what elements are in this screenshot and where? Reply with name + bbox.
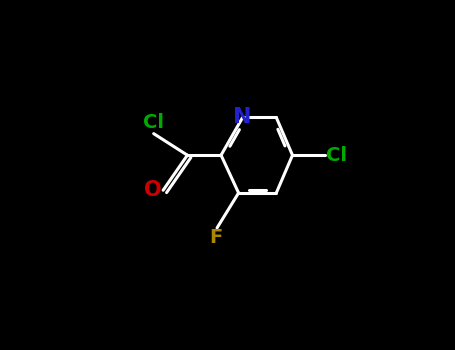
Text: N: N [233,107,252,127]
Text: F: F [209,228,222,247]
Text: Cl: Cl [143,113,164,132]
Text: O: O [144,180,162,200]
Text: Cl: Cl [326,146,347,165]
